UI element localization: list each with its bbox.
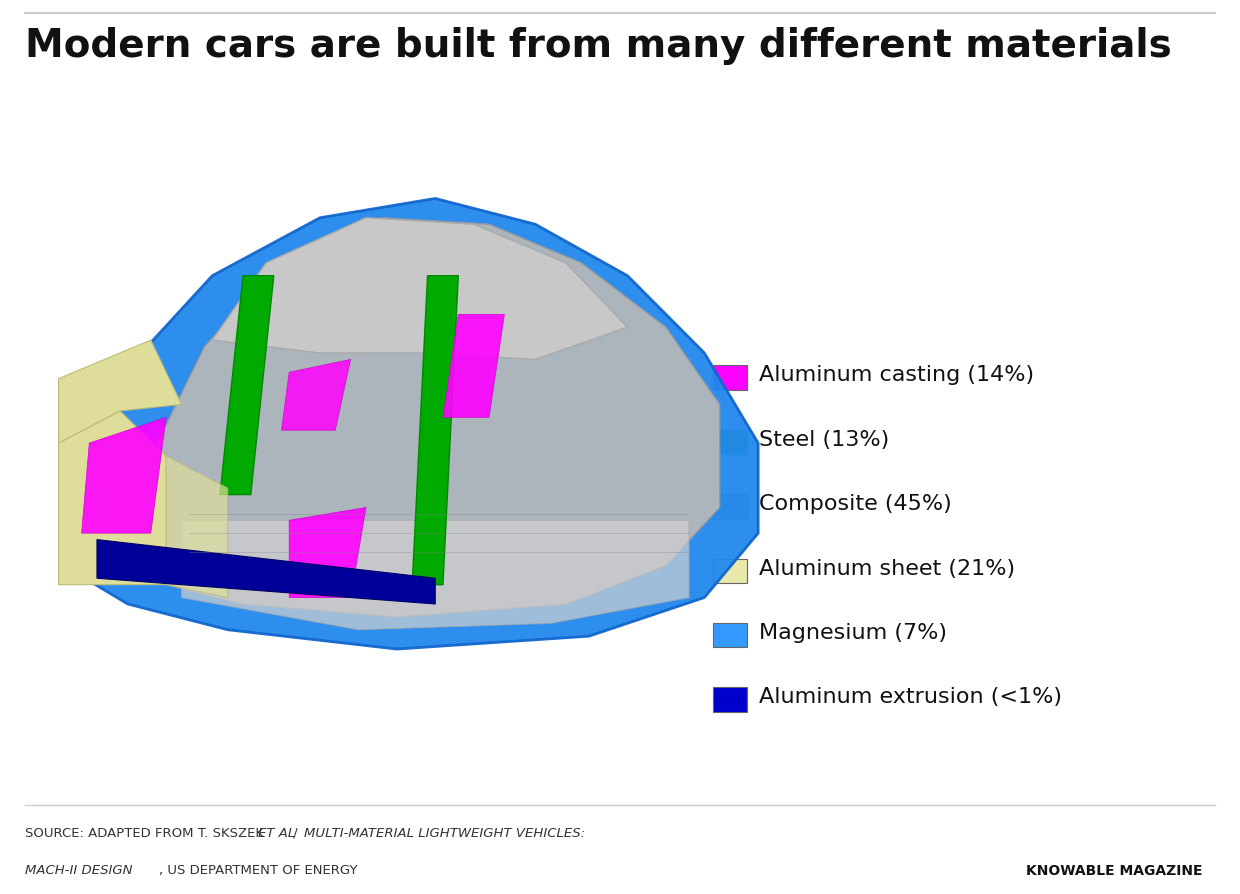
Polygon shape <box>135 218 719 617</box>
Polygon shape <box>58 340 181 443</box>
Text: Aluminum sheet (21%): Aluminum sheet (21%) <box>759 559 1014 578</box>
Text: Modern cars are built from many different materials: Modern cars are built from many differen… <box>25 27 1172 65</box>
Text: KNOWABLE MAGAZINE: KNOWABLE MAGAZINE <box>1027 864 1203 879</box>
FancyBboxPatch shape <box>713 494 746 519</box>
Text: ET AL: ET AL <box>258 827 295 840</box>
Polygon shape <box>74 198 758 649</box>
Text: , US DEPARTMENT OF ENERGY: , US DEPARTMENT OF ENERGY <box>159 864 357 878</box>
Text: MACH-II DESIGN: MACH-II DESIGN <box>25 864 133 878</box>
Text: Aluminum casting (14%): Aluminum casting (14%) <box>759 366 1034 385</box>
Polygon shape <box>58 411 166 585</box>
Text: SOURCE: ADAPTED FROM T. SKSZEK: SOURCE: ADAPTED FROM T. SKSZEK <box>25 827 268 840</box>
Polygon shape <box>82 417 166 533</box>
Text: Magnesium (7%): Magnesium (7%) <box>759 623 946 643</box>
Text: Composite (45%): Composite (45%) <box>759 494 951 514</box>
Text: MULTI-MATERIAL LIGHTWEIGHT VEHICLES:: MULTI-MATERIAL LIGHTWEIGHT VEHICLES: <box>304 827 585 840</box>
FancyBboxPatch shape <box>713 687 746 712</box>
Polygon shape <box>412 275 459 585</box>
Polygon shape <box>212 218 627 359</box>
Polygon shape <box>219 275 274 494</box>
Polygon shape <box>281 359 351 430</box>
Text: /: / <box>289 827 301 840</box>
Text: Steel (13%): Steel (13%) <box>759 430 889 450</box>
Polygon shape <box>166 456 228 597</box>
FancyBboxPatch shape <box>713 559 746 583</box>
Polygon shape <box>181 520 689 629</box>
FancyBboxPatch shape <box>713 623 746 647</box>
Polygon shape <box>443 315 505 417</box>
FancyBboxPatch shape <box>713 430 746 454</box>
Text: Aluminum extrusion (<1%): Aluminum extrusion (<1%) <box>759 687 1061 707</box>
FancyBboxPatch shape <box>713 366 746 390</box>
Polygon shape <box>289 508 366 597</box>
Polygon shape <box>97 540 435 604</box>
